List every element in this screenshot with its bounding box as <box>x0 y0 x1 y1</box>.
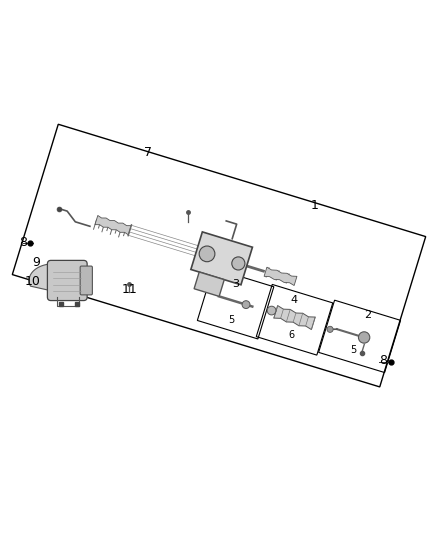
FancyBboxPatch shape <box>80 266 92 295</box>
Text: 8: 8 <box>379 354 387 367</box>
Text: 3: 3 <box>232 279 239 289</box>
Polygon shape <box>191 232 252 285</box>
Text: 2: 2 <box>364 310 371 320</box>
Polygon shape <box>95 215 131 235</box>
Text: 4: 4 <box>290 295 298 305</box>
Circle shape <box>232 257 245 270</box>
Text: 5: 5 <box>350 345 357 356</box>
Text: 6: 6 <box>288 330 294 341</box>
Circle shape <box>358 332 370 343</box>
Text: 10: 10 <box>24 275 40 288</box>
Polygon shape <box>274 305 315 329</box>
Polygon shape <box>194 272 224 296</box>
Polygon shape <box>264 267 297 286</box>
Text: 9: 9 <box>32 256 40 269</box>
Circle shape <box>327 326 333 333</box>
Text: 1: 1 <box>311 199 319 212</box>
FancyBboxPatch shape <box>47 261 87 301</box>
Text: 11: 11 <box>122 282 138 296</box>
Text: 8: 8 <box>19 236 28 249</box>
Text: 5: 5 <box>228 315 234 325</box>
Text: 7: 7 <box>144 147 152 159</box>
Circle shape <box>199 246 215 262</box>
Circle shape <box>267 306 276 315</box>
Polygon shape <box>29 264 79 297</box>
Circle shape <box>242 301 250 309</box>
